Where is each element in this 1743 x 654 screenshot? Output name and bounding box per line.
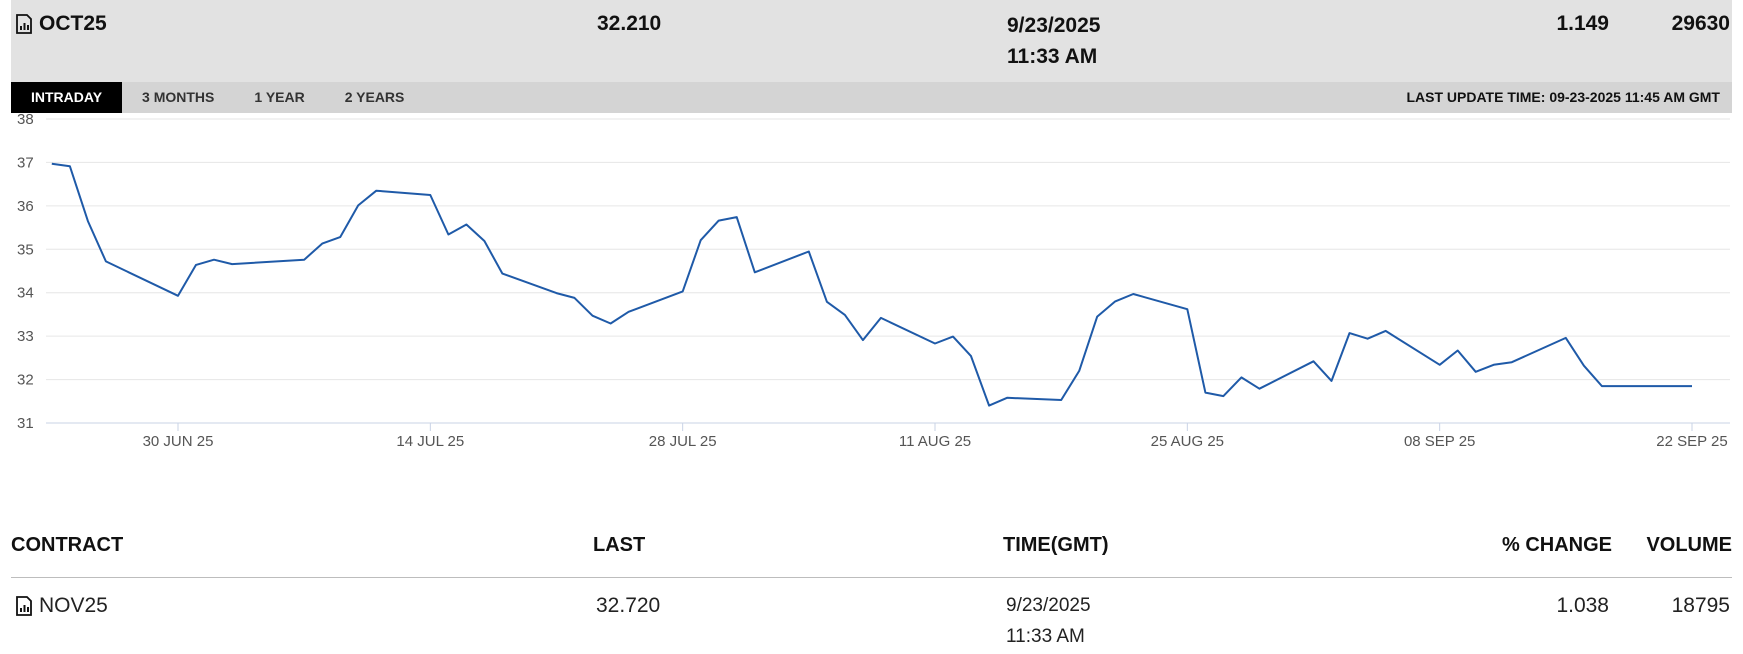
header-change[interactable]: % CHANGE: [1501, 534, 1612, 556]
row-clock: 11:33 AM: [1006, 626, 1085, 647]
chart-grid: [46, 118, 1730, 424]
y-tick-label: 34: [17, 285, 34, 302]
selected-contract-date: 9/23/2025: [1007, 14, 1101, 37]
selected-contract-time: 9/23/2025 11:33 AM: [1007, 10, 1100, 72]
price-chart-svg: 31 32 33 34 35 36 37 38 30 JUN 25 14 JUL 25 28 JU…: [17, 111, 1730, 450]
y-tick-label: 36: [17, 198, 34, 215]
chart-report-icon: [15, 596, 33, 616]
y-tick-label: 32: [17, 372, 34, 389]
y-tick-label: 35: [17, 241, 34, 258]
tab-2-years[interactable]: 2 YEARS: [344, 89, 405, 105]
header-contract[interactable]: CONTRACT: [11, 534, 124, 556]
y-tick-label: 31: [17, 415, 34, 432]
header-time[interactable]: TIME(GMT): [1003, 534, 1109, 556]
price-series-line: [51, 162, 1692, 407]
header-volume[interactable]: VOLUME: [1646, 534, 1732, 556]
x-tick-label: 08 SEP 25: [1404, 433, 1475, 450]
last-update-time: LAST UPDATE TIME: 09-23-2025 11:45 AM GM…: [1406, 89, 1720, 105]
tab-intraday[interactable]: INTRADAY: [11, 82, 123, 113]
tab-1-year[interactable]: 1 YEAR: [254, 89, 305, 105]
x-tick-label: 14 JUL 25: [396, 433, 464, 450]
row-date: 9/23/2025: [1006, 595, 1091, 616]
selected-contract-clock: 11:33 AM: [1007, 45, 1098, 68]
table-row[interactable]: NOV25 32.720 9/23/2025 11:33 AM 1.038 18…: [11, 578, 1732, 654]
y-tick-label: 38: [17, 113, 34, 128]
tab-3-months[interactable]: 3 MONTHS: [142, 89, 215, 105]
x-tick-label: 11 AUG 25: [899, 433, 971, 450]
selected-contract-volume: 29630: [1671, 12, 1730, 35]
y-tick-label: 37: [17, 154, 34, 171]
row-time: 9/23/2025 11:33 AM: [1006, 590, 1091, 652]
range-tabs: INTRADAY 3 MONTHS 1 YEAR 2 YEARS: [11, 82, 424, 113]
x-tick-label: 22 SEP 25: [1656, 433, 1727, 450]
x-tick-label: 25 AUG 25: [1151, 433, 1224, 450]
selected-contract-name: OCT25: [39, 12, 107, 35]
row-contract-cell[interactable]: NOV25: [15, 594, 108, 618]
x-axis: 30 JUN 25 14 JUL 25 28 JUL 25 11 AUG 25 25 A…: [143, 423, 1728, 450]
row-last: 32.720: [596, 594, 661, 617]
header-last[interactable]: LAST: [593, 534, 646, 556]
contracts-table-header: CONTRACT LAST TIME(GMT) % CHANGE VOLUME: [11, 530, 1732, 578]
y-tick-label: 33: [17, 328, 34, 345]
price-chart[interactable]: 31 32 33 34 35 36 37 38 30 JUN 25 14 JUL 25 28 JU…: [0, 111, 1743, 508]
selected-contract-last: 32.210: [597, 12, 662, 35]
chart-report-icon: [15, 14, 33, 34]
x-tick-label: 30 JUN 25: [143, 433, 214, 450]
y-axis: 31 32 33 34 35 36 37 38: [17, 111, 34, 432]
row-volume: 18795: [1671, 594, 1730, 617]
row-change: 1.038: [1556, 594, 1609, 617]
x-tick-label: 28 JUL 25: [649, 433, 717, 450]
selected-contract-row[interactable]: OCT25 32.210 9/23/2025 11:33 AM 1.149 29…: [11, 0, 1732, 82]
selected-contract-cell[interactable]: OCT25: [15, 12, 107, 36]
selected-contract-change: 1.149: [1556, 12, 1609, 35]
chart-range-tabbar: INTRADAY 3 MONTHS 1 YEAR 2 YEARS LAST UP…: [11, 82, 1732, 113]
row-contract-name: NOV25: [39, 594, 108, 617]
